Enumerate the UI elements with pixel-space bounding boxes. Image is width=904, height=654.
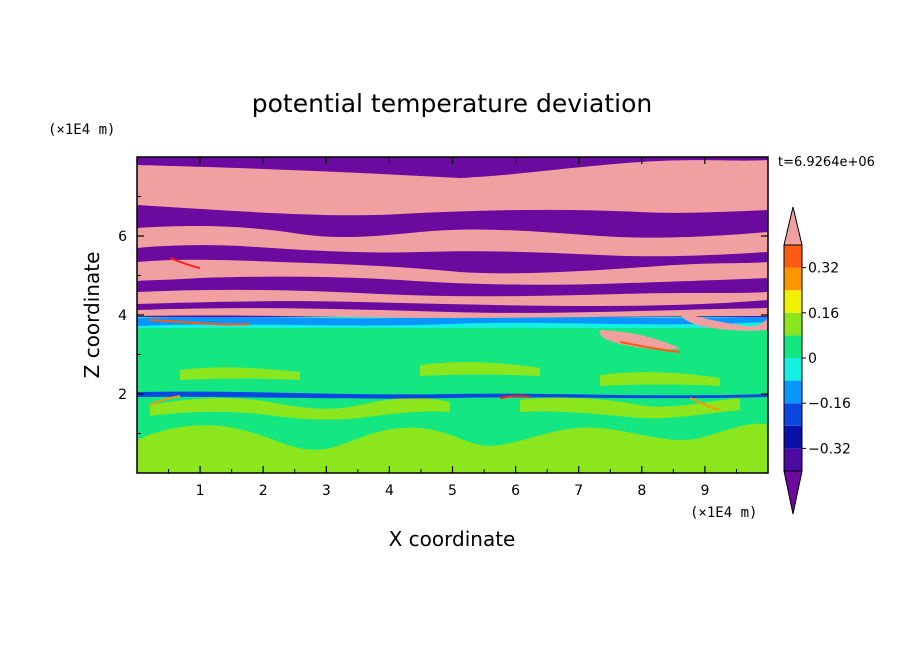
x-tick-label: 3 xyxy=(322,483,331,499)
colorbar-tick-label: 0.32 xyxy=(808,261,839,277)
colorbar-tick-label: −0.16 xyxy=(808,396,851,412)
field-line-blue xyxy=(137,391,768,399)
colorbar-extend-max xyxy=(783,206,803,246)
colorbar: 0.32 0.16 0 −0.16 −0.32 xyxy=(783,206,851,515)
x-tick-label: 6 xyxy=(511,483,520,499)
y-axis-ticks: 2 4 6 xyxy=(118,196,768,434)
x-tick-label: 1 xyxy=(196,483,205,499)
colorbar-bin xyxy=(784,290,802,313)
y-tick-label: 2 xyxy=(118,387,127,403)
field-band-blue xyxy=(137,315,768,326)
x-tick-label: 8 xyxy=(637,483,646,499)
x-axis-unit: (×1E4 m) xyxy=(690,505,757,521)
colorbar-tick-label: 0 xyxy=(808,351,817,367)
x-axis-label: X coordinate xyxy=(389,527,516,551)
x-tick-label: 9 xyxy=(700,483,709,499)
x-tick-label: 4 xyxy=(385,483,394,499)
colorbar-bin xyxy=(784,358,802,381)
y-axis-label: Z coordinate xyxy=(80,252,104,379)
colorbar-bin xyxy=(784,312,802,336)
field-accents xyxy=(149,257,721,411)
field-patches-positive xyxy=(137,362,768,473)
y-axis-unit: (×1E4 m) xyxy=(48,122,115,138)
x-tick-label: 5 xyxy=(448,483,457,499)
colorbar-tick-label: −0.32 xyxy=(808,441,851,457)
colorbar-bin xyxy=(784,425,802,449)
x-tick-label: 7 xyxy=(574,483,583,499)
y-tick-label: 4 xyxy=(118,308,127,324)
x-tick-label: 2 xyxy=(259,483,268,499)
colorbar-bin xyxy=(784,267,802,291)
colorbar-bin xyxy=(784,380,802,404)
chart-title: potential temperature deviation xyxy=(252,89,652,118)
colorbar-bin xyxy=(784,448,802,471)
y-tick-label: 6 xyxy=(118,229,127,245)
time-label: t=6.9264e+06 xyxy=(778,155,875,170)
colorbar-extend-min xyxy=(783,470,803,515)
field-bands-positive xyxy=(137,160,768,350)
plot-field xyxy=(137,157,768,473)
colorbar-bin xyxy=(784,335,802,358)
colorbar-tick-label: 0.16 xyxy=(808,306,839,322)
x-axis-ticks: 1 2 3 4 5 6 7 8 9 xyxy=(168,157,737,499)
colorbar-bin xyxy=(784,245,802,268)
colorbar-bin xyxy=(784,403,802,426)
